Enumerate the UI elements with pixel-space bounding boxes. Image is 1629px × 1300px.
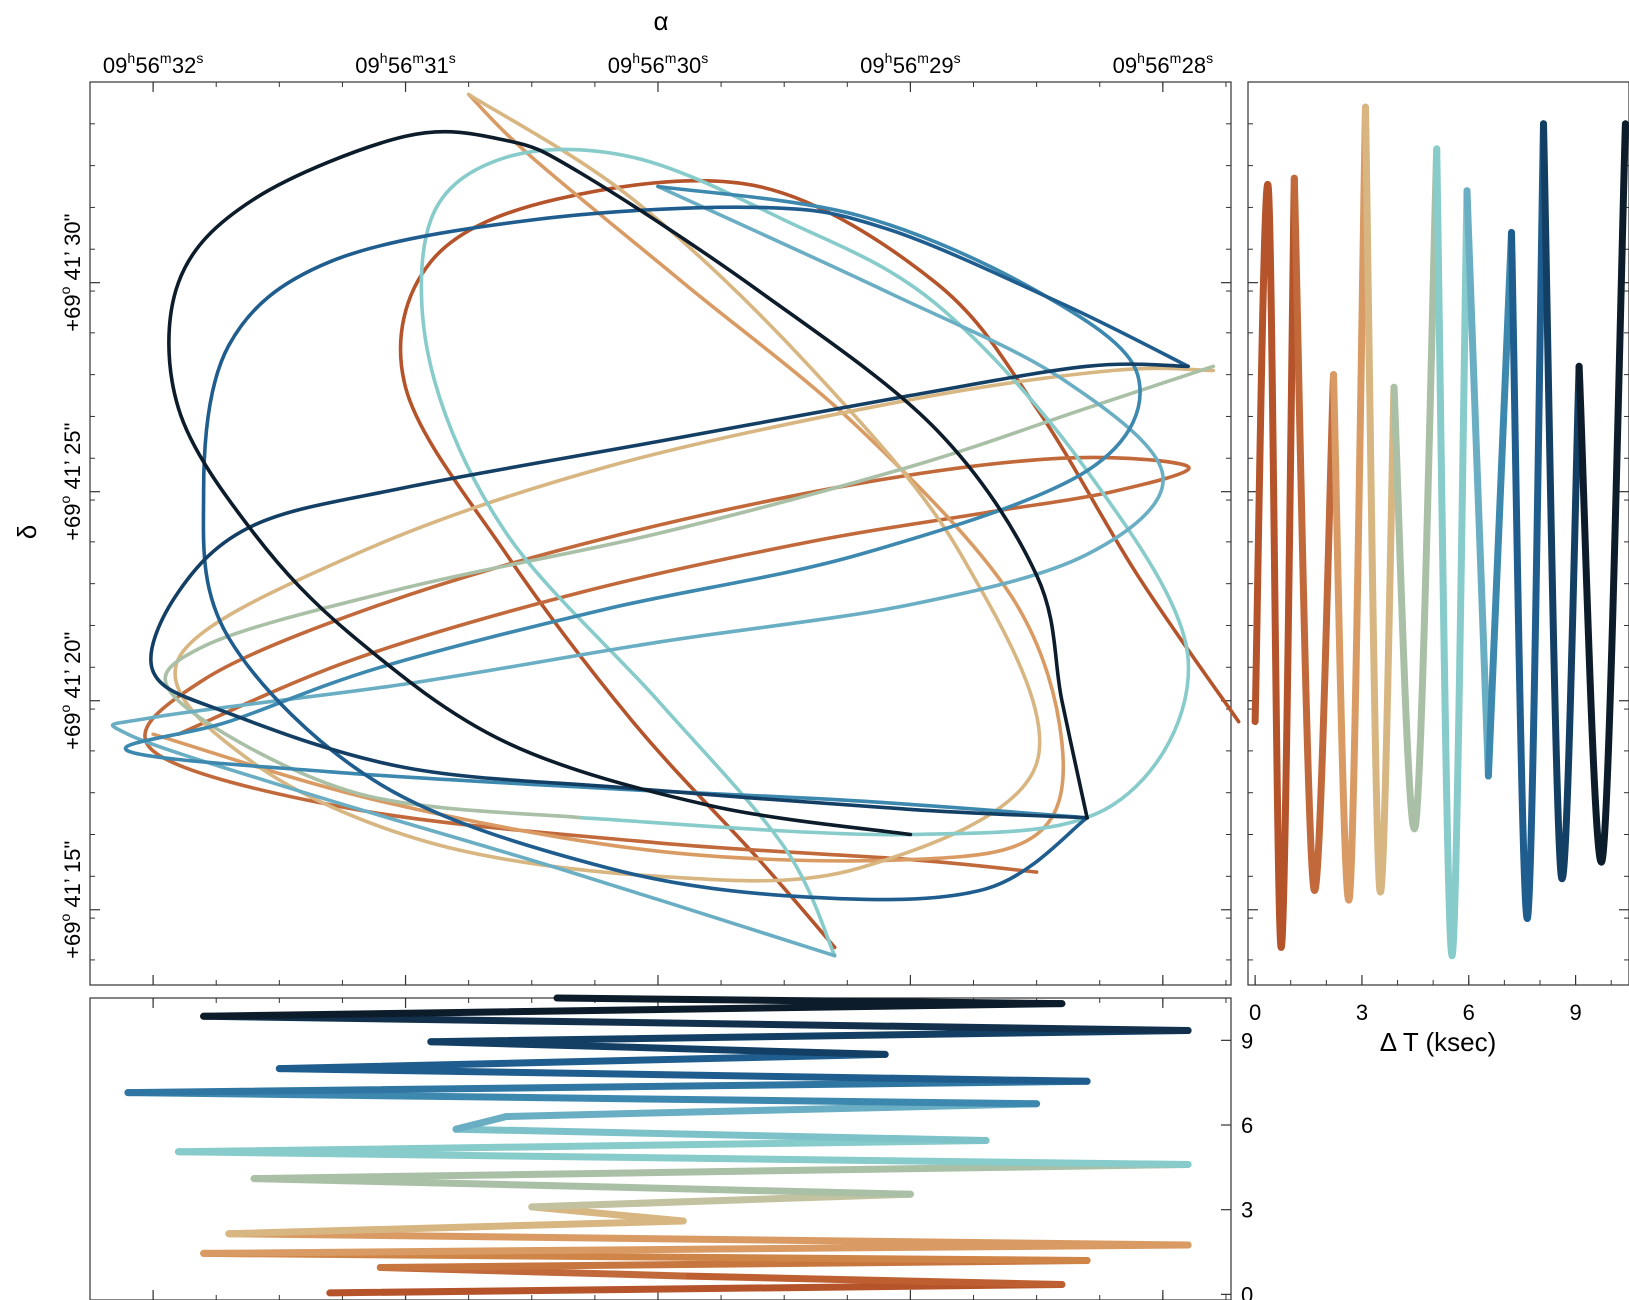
ra-time-stroke-17: [124, 1089, 1041, 1108]
ra-time-stroke-7: [225, 1217, 687, 1238]
ra-tick-label: 09h 56m 32s: [103, 50, 203, 78]
sky-track-layer: [110, 92, 1241, 958]
dec-time-segment-6: [1463, 187, 1492, 780]
ra-time-stroke-0: [326, 1281, 1066, 1297]
time-tick-label: 3: [1356, 1000, 1368, 1025]
ra-time-stroke-22: [427, 1027, 1192, 1046]
dec-time-segment-3: [1362, 103, 1398, 896]
ra-time-stroke-19: [275, 1065, 1091, 1085]
time-tick-label: 6: [1463, 1000, 1475, 1025]
sky-track-series-8: [201, 205, 1190, 902]
delta-axis-title: δ: [12, 525, 42, 539]
dec-time-segment-1: [1290, 174, 1337, 894]
dec-time-segment-4: [1390, 145, 1441, 833]
ra-tick-label: 09h 56m 30s: [608, 50, 708, 78]
ra-time-stroke-20: [275, 1050, 889, 1073]
time-tick-label: 9: [1569, 1000, 1581, 1025]
main-panel-frame: [89, 81, 1232, 986]
ra-time-tick-label: 9: [1241, 1028, 1253, 1053]
dec-time-segment-0: [1251, 174, 1298, 951]
dec-time-segment-7: [1484, 229, 1515, 780]
dec-tick-label: +69o 41’ 25": [57, 423, 85, 541]
sky-track-series-4: [163, 364, 1216, 820]
dec-tick-label: +69o 41’ 30": [57, 214, 85, 332]
sky-track-series-10: [167, 129, 1089, 837]
ra-time-stroke-13: [174, 1137, 990, 1156]
ra-time-tick-label: 0: [1241, 1282, 1253, 1300]
ra-vs-time-layer: [124, 994, 1192, 1297]
ra-time-stroke-6: [225, 1230, 1192, 1249]
tick-labels-layer: 09h 56m 32s 09h 56m 31s 09h 56m 30s 09h …: [57, 50, 1582, 1300]
ra-time-stroke-1: [679, 1272, 1066, 1288]
dec-tick-label: +69o 41’ 20": [57, 632, 85, 750]
ra-time-stroke-9: [528, 1190, 914, 1211]
dec-time-segment-5: [1433, 145, 1471, 960]
ra-tick-label: 09h 56m 28s: [1113, 50, 1213, 78]
ra-time-stroke-23: [200, 1012, 1192, 1034]
ra-time-stroke-24: [200, 1000, 1066, 1020]
ra-time-stroke-11: [250, 1161, 1192, 1183]
alpha-axis-title: α: [653, 6, 668, 36]
sky-track-series-7: [123, 184, 1142, 820]
sky-track-series-3: [173, 92, 1216, 883]
sky-track-series-2: [151, 92, 1066, 863]
dec-time-segment-8: [1508, 120, 1547, 922]
ra-time-stroke-14: [452, 1125, 990, 1144]
sky-track-series-9: [149, 362, 1190, 820]
ra-time-tick-label: 6: [1241, 1113, 1253, 1138]
right-panel-frame: [1247, 81, 1629, 986]
ra-time-stroke-25: [553, 994, 1066, 1008]
sky-track-series-0: [398, 178, 1241, 950]
ra-tick-label: 09h 56m 29s: [860, 50, 960, 78]
dec-time-segment-2: [1330, 103, 1369, 904]
sky-track-series-5: [419, 147, 1191, 958]
dec-tick-label: +69o 41’ 15": [57, 841, 85, 959]
ra-time-stroke-12: [174, 1148, 1192, 1168]
dec-vs-time-layer: [1251, 103, 1629, 960]
dec-time-segment-9: [1540, 120, 1583, 883]
time-tick-label: 0: [1249, 1000, 1261, 1025]
sky-track-series-1: [143, 455, 1191, 874]
ra-time-stroke-10: [250, 1175, 914, 1198]
ra-time-stroke-15: [452, 1113, 510, 1133]
delta-t-axis-title: Δ T (ksec): [1380, 1027, 1497, 1057]
dec-time-segment-10: [1575, 120, 1629, 866]
ra-tick-label: 09h 56m 31s: [355, 50, 455, 78]
ra-time-stroke-18: [124, 1077, 1091, 1097]
sky-track-series-6: [110, 184, 1165, 958]
ra-time-tick-label: 3: [1241, 1198, 1253, 1223]
